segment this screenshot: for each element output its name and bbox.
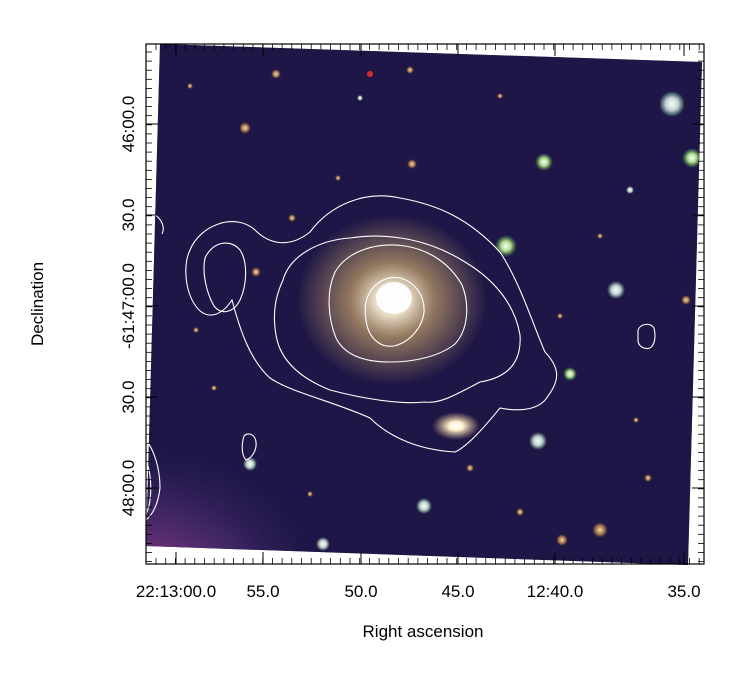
star [243,457,257,471]
y-axis-title: Declination [28,262,47,346]
y-tick-label: 46:00.0 [119,96,138,153]
x-tick-label: 22:13:00.0 [136,582,216,601]
star [193,327,199,333]
star [239,122,251,134]
y-tick-label: 30.0 [119,380,138,413]
star [607,281,625,299]
star [556,534,568,546]
star [529,432,547,450]
star [406,66,414,74]
star [497,93,503,99]
star [682,148,702,168]
star [407,159,417,169]
star [557,313,563,319]
contour-lower-left [241,433,257,461]
x-axis-title: Right ascension [363,622,484,641]
star [659,91,685,117]
minor-ticks [146,44,704,564]
plot-frame [145,43,705,565]
contour-right-island [637,323,656,350]
star [495,235,517,257]
y-tick-label: -61:47:00.0 [119,263,138,349]
star [367,71,373,77]
contour-core [364,276,425,347]
companion-galaxy [432,412,480,440]
star [644,474,652,482]
star [335,175,341,181]
star [516,508,524,516]
y-tick-labels: 48:00.0 30.0 -61:47:00.0 30.0 46:00.0 [119,96,138,517]
star [592,522,608,538]
y-tick-label: 30.0 [119,198,138,231]
star [563,367,577,381]
star [633,417,639,423]
star [187,83,193,89]
star [251,267,261,277]
star [211,385,217,391]
star [357,95,363,101]
star [416,498,432,514]
star [271,69,281,79]
contour-left-island [203,242,247,313]
contour-outer [185,195,558,453]
star [535,153,553,171]
nebula-glow [146,430,300,565]
sky-image [146,44,702,565]
contour-mid [273,235,521,404]
x-tick-label: 55.0 [246,582,279,601]
star [597,233,603,239]
star [288,214,296,222]
contour-edge-2 [145,459,152,515]
contour-inner [328,244,468,363]
radio-contours [145,195,656,521]
contour-edge-1 [145,439,161,521]
x-tick-label: 50.0 [344,582,377,601]
x-tick-label: 45.0 [441,582,474,601]
x-tick-labels: 22:13:00.0 55.0 50.0 45.0 12:40.0 35.0 [136,582,701,601]
star [316,537,330,551]
y-tick-label: 48:00.0 [119,460,138,517]
star [681,295,691,305]
x-tick-label: 12:40.0 [527,582,584,601]
star [466,464,474,472]
x-tick-label: 35.0 [667,582,700,601]
contour-edge-3 [149,211,164,235]
star [626,186,634,194]
star [307,491,313,497]
